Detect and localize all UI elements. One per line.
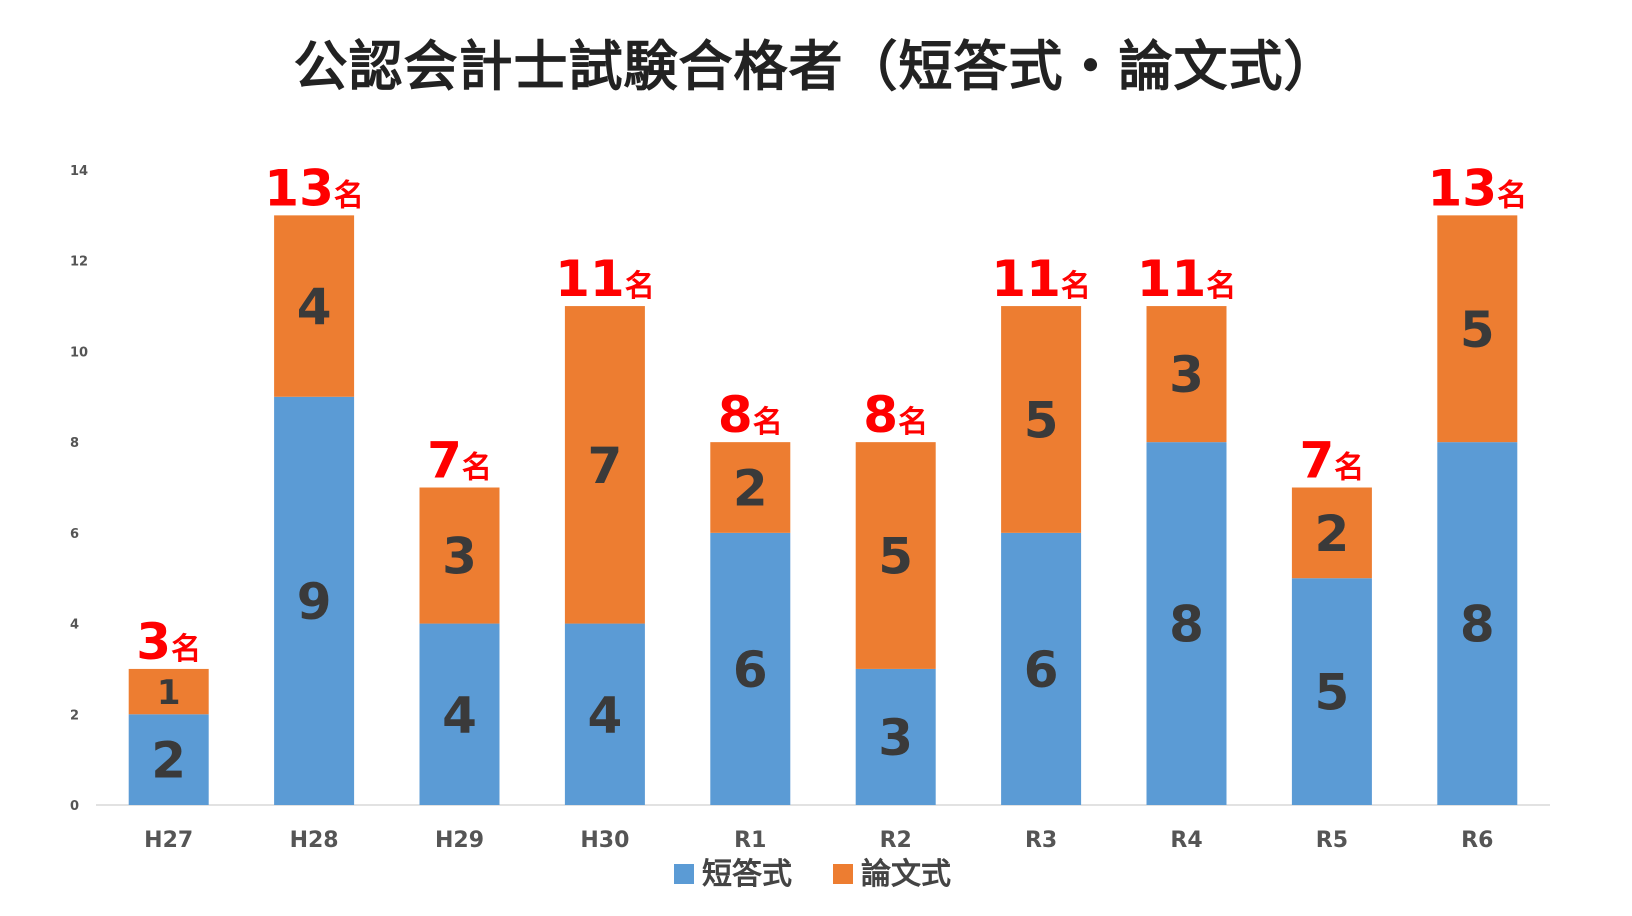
bar-ronbun: [710, 442, 791, 533]
legend-swatch: [674, 864, 694, 884]
x-tick-label: H27: [144, 828, 193, 853]
total-unit: 名: [334, 178, 364, 213]
total-label: 7名: [427, 432, 492, 490]
segment-value-label: 6: [1024, 641, 1059, 699]
x-tick-label: H28: [290, 828, 339, 853]
x-tick-label: H29: [435, 828, 484, 853]
y-tick-label: 6: [70, 527, 79, 542]
total-unit: 名: [171, 632, 201, 667]
total-value: 7: [1300, 432, 1335, 490]
x-tick-label: R1: [734, 828, 766, 853]
y-tick-label: 8: [70, 436, 79, 451]
total-unit: 名: [462, 451, 492, 486]
bar-ronbun: [274, 215, 355, 397]
total-label: 8名: [863, 386, 928, 444]
total-value: 7: [427, 432, 462, 490]
bar-ronbun: [1001, 306, 1082, 533]
total-value: 11: [1137, 250, 1207, 308]
total-unit: 名: [1061, 269, 1091, 304]
segment-value-label: 5: [1460, 301, 1495, 359]
x-tick-label: H30: [580, 828, 629, 853]
segment-value-label: 2: [733, 460, 768, 518]
bar-tanto: [419, 623, 500, 805]
y-tick-label: 2: [70, 708, 79, 723]
x-tick-label: R3: [1025, 828, 1057, 853]
y-tick-label: 14: [70, 164, 88, 179]
y-tick-label: 10: [70, 345, 88, 360]
total-label: 11名: [1137, 250, 1237, 308]
bar-tanto: [564, 623, 645, 805]
segment-value-label: 7: [588, 437, 623, 495]
bar-tanto: [1146, 442, 1227, 805]
total-label: 3名: [136, 613, 201, 671]
bar-ronbun: [855, 442, 936, 669]
total-label: 13名: [1428, 159, 1528, 217]
segment-value-label: 4: [588, 686, 623, 744]
x-tick-label: R6: [1461, 828, 1493, 853]
total-unit: 名: [898, 405, 928, 440]
segment-value-label: 8: [1169, 596, 1204, 654]
x-tick-label: R4: [1170, 828, 1202, 853]
segment-value-label: 4: [442, 686, 477, 744]
total-value: 3: [136, 613, 171, 671]
bar-tanto: [1001, 532, 1082, 805]
segment-value-label: 6: [733, 641, 768, 699]
segment-value-label: 5: [878, 528, 913, 586]
total-unit: 名: [753, 405, 783, 440]
legend-label: 論文式: [861, 857, 951, 892]
total-label: 13名: [264, 159, 364, 217]
segment-value-label: 2: [151, 732, 186, 790]
segment-value-label: 3: [1169, 346, 1204, 404]
bar-tanto: [274, 396, 355, 805]
total-label: 7名: [1300, 432, 1365, 490]
bar-ronbun: [1291, 487, 1372, 579]
segment-value-label: 3: [442, 528, 477, 586]
legend-label: 短答式: [702, 857, 792, 892]
total-label: 11名: [991, 250, 1091, 308]
total-unit: 名: [625, 269, 655, 304]
segment-value-label: 5: [1024, 391, 1059, 449]
total-unit: 名: [1206, 269, 1236, 304]
total-label: 11名: [555, 250, 655, 308]
chart-title: 公認会計士試験合格者（短答式・論文式）: [293, 35, 1339, 98]
bar-ronbun: [564, 306, 645, 624]
x-tick-label: R2: [880, 828, 912, 853]
y-tick-label: 4: [70, 618, 79, 633]
total-value: 11: [991, 250, 1061, 308]
legend-swatch: [833, 864, 853, 884]
segment-value-label: 5: [1315, 664, 1350, 722]
y-tick-label: 0: [70, 799, 79, 814]
total-unit: 名: [1497, 178, 1527, 213]
segment-value-label: 9: [297, 573, 332, 631]
segment-value-label: 4: [297, 278, 332, 336]
bar-tanto: [710, 532, 791, 805]
bar-tanto: [1437, 442, 1518, 805]
total-value: 8: [718, 386, 753, 444]
total-unit: 名: [1334, 451, 1364, 486]
bar-ronbun: [128, 668, 209, 715]
segment-value-label: 2: [1315, 505, 1350, 563]
total-label: 8名: [718, 386, 783, 444]
bar-ronbun: [1146, 306, 1227, 443]
segment-value-label: 8: [1460, 596, 1495, 654]
bar-tanto: [128, 714, 209, 805]
y-tick-label: 12: [70, 255, 88, 270]
x-tick-label: R5: [1316, 828, 1348, 853]
total-value: 11: [555, 250, 625, 308]
total-value: 13: [264, 159, 334, 217]
bar-ronbun: [1437, 215, 1518, 443]
total-value: 8: [863, 386, 898, 444]
segment-value-label: 1: [157, 673, 181, 713]
bar-tanto: [1291, 578, 1372, 805]
segment-value-label: 3: [878, 709, 913, 767]
total-value: 13: [1428, 159, 1498, 217]
bar-tanto: [855, 668, 936, 805]
bar-ronbun: [419, 487, 500, 624]
